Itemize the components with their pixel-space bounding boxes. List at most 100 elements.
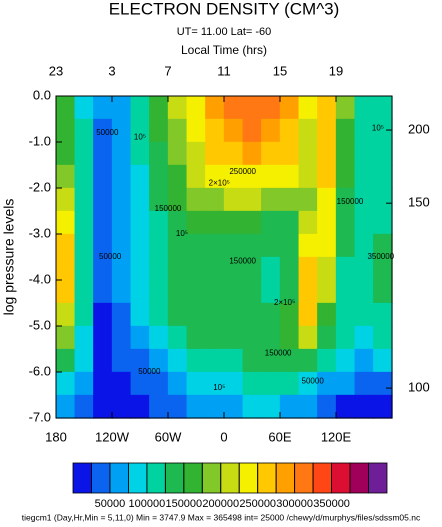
cell: [205, 118, 225, 143]
cell: [149, 325, 169, 350]
cell: [149, 394, 169, 419]
cell: [149, 164, 169, 189]
cell: [55, 141, 76, 166]
cell: [354, 210, 374, 235]
cell: [74, 279, 94, 304]
cell: [354, 164, 374, 189]
cell: [111, 164, 132, 189]
cell: [93, 279, 113, 304]
cell: [335, 164, 356, 189]
cell: [317, 187, 337, 212]
cell: [223, 95, 244, 120]
y-tick-label: -2.0: [29, 179, 51, 194]
cell: [205, 187, 225, 212]
footer: tiegcm1 (Day,Hr,Min = 5,11,0) Min = 3747…: [22, 512, 421, 522]
cell: [205, 256, 225, 281]
cell: [93, 164, 113, 189]
colorbar-box: [257, 462, 277, 494]
cell: [149, 233, 169, 258]
cell: [317, 256, 337, 281]
cell: [354, 302, 374, 327]
cell: [223, 187, 244, 212]
colorbar-box: [368, 462, 388, 494]
cell: [93, 95, 113, 120]
cell: [317, 210, 337, 235]
cell: [111, 302, 132, 327]
cell: [354, 348, 374, 373]
x-tick-label: 60W: [155, 429, 182, 444]
cell: [298, 118, 318, 143]
cell: [55, 95, 76, 120]
cell: [205, 233, 225, 258]
cell: [242, 371, 262, 396]
cell: [186, 371, 206, 396]
y-tick-label: -1.0: [29, 133, 51, 148]
colorbar-box: [72, 462, 92, 494]
contour-label: 150000: [155, 204, 182, 213]
cell: [149, 279, 169, 304]
cell: [373, 325, 393, 350]
cell: [298, 394, 318, 419]
cell: [335, 394, 356, 419]
cell: [205, 302, 225, 327]
cell: [298, 164, 318, 189]
cell: [55, 233, 76, 258]
cell: [242, 141, 262, 166]
cell: [167, 95, 188, 120]
cell: [205, 325, 225, 350]
cell: [93, 325, 113, 350]
cell: [74, 164, 94, 189]
colorbar-tick-label: 150000: [165, 498, 202, 510]
cell: [111, 394, 132, 419]
cell: [130, 302, 150, 327]
y-tick-label: -6.0: [29, 363, 51, 378]
cell: [74, 302, 94, 327]
cell: [130, 164, 150, 189]
contour-label: 150000: [229, 257, 256, 266]
cell: [186, 256, 206, 281]
cell: [149, 302, 169, 327]
cell: [55, 325, 76, 350]
top-tick-label: 15: [273, 63, 287, 78]
colorbar-box: [109, 462, 129, 494]
cell: [111, 95, 132, 120]
cell: [74, 348, 94, 373]
cell: [279, 256, 300, 281]
cell: [130, 325, 150, 350]
cell: [373, 164, 393, 189]
cell: [55, 118, 76, 143]
cell: [261, 210, 281, 235]
top-tick-label: 7: [164, 63, 171, 78]
cell: [279, 233, 300, 258]
cell: [354, 279, 374, 304]
cell: [373, 95, 393, 120]
cell: [205, 394, 225, 419]
colorbar-box: [294, 462, 314, 494]
cell: [223, 371, 244, 396]
contour-label: 50000: [138, 367, 161, 376]
cell: [93, 302, 113, 327]
cell: [167, 118, 188, 143]
cell: [149, 210, 169, 235]
colorbar-box: [238, 462, 259, 494]
cell: [335, 325, 356, 350]
cell: [167, 302, 188, 327]
cell: [373, 302, 393, 327]
contour-label: 10⁵: [176, 229, 188, 238]
x-tick-label: 60E: [268, 429, 291, 444]
cell: [317, 394, 337, 419]
cell: [354, 325, 374, 350]
cell: [317, 164, 337, 189]
cell: [242, 279, 262, 304]
cell: [261, 325, 281, 350]
colorbar-box: [331, 462, 351, 494]
cell: [317, 325, 337, 350]
cell: [298, 302, 318, 327]
cell: [93, 371, 113, 396]
cell: [223, 118, 244, 143]
cell: [317, 279, 337, 304]
cell: [167, 394, 188, 419]
cell: [186, 141, 206, 166]
colorbar-box: [220, 462, 240, 494]
